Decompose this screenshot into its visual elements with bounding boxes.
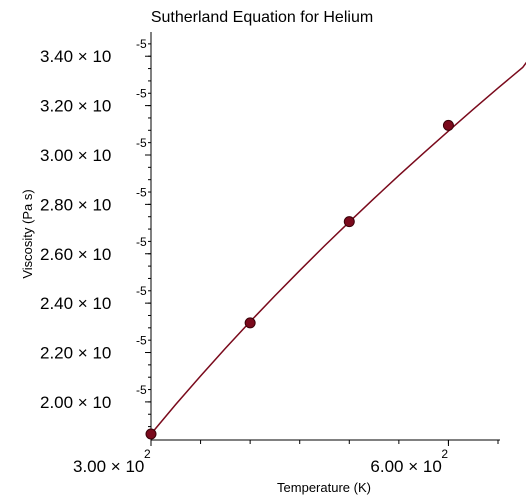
x-tick-exponent: 2 (441, 447, 448, 461)
y-tick-label: 2.20 × 10 (40, 344, 111, 363)
data-point (442, 119, 454, 131)
y-tick-exponent: -5 (136, 185, 147, 199)
y-tick-exponent: -5 (136, 37, 147, 51)
data-point (343, 216, 355, 228)
y-tick-label: 2.40 × 10 (40, 294, 111, 313)
y-axis-label: Viscosity (Pa s) (20, 189, 35, 278)
y-tick-label: 3.40 × 10 (40, 47, 111, 66)
y-tick-exponent: -5 (136, 383, 147, 397)
data-point (145, 428, 157, 440)
y-tick-label: 2.80 × 10 (40, 195, 111, 214)
fit-curve-line (150, 61, 526, 435)
chart-title: Sutherland Equation for Helium (151, 9, 373, 26)
y-tick-label: 2.60 × 10 (40, 245, 111, 264)
chart-marks (145, 61, 526, 440)
x-tick-label: 6.00 × 10 (370, 457, 441, 476)
y-tick-label: 3.20 × 10 (40, 97, 111, 116)
x-axis-label: Temperature (K) (277, 480, 371, 495)
data-point (244, 317, 256, 329)
y-tick-exponent: -5 (136, 235, 147, 249)
axis-ticks: 2.00 × 10 -5 2.20 × 10 -5 2.40 × 10 -5 2.60 × … (40, 37, 499, 476)
y-tick-exponent: -5 (136, 136, 147, 150)
y-tick-label: 2.00 × 10 (40, 393, 111, 412)
y-tick-exponent: -5 (136, 87, 147, 101)
x-tick-label: 3.00 × 10 (73, 457, 144, 476)
x-tick-exponent: 2 (144, 447, 151, 461)
y-tick-exponent: -5 (136, 284, 147, 298)
y-tick-exponent: -5 (136, 334, 147, 348)
y-tick-label: 3.00 × 10 (40, 146, 111, 165)
